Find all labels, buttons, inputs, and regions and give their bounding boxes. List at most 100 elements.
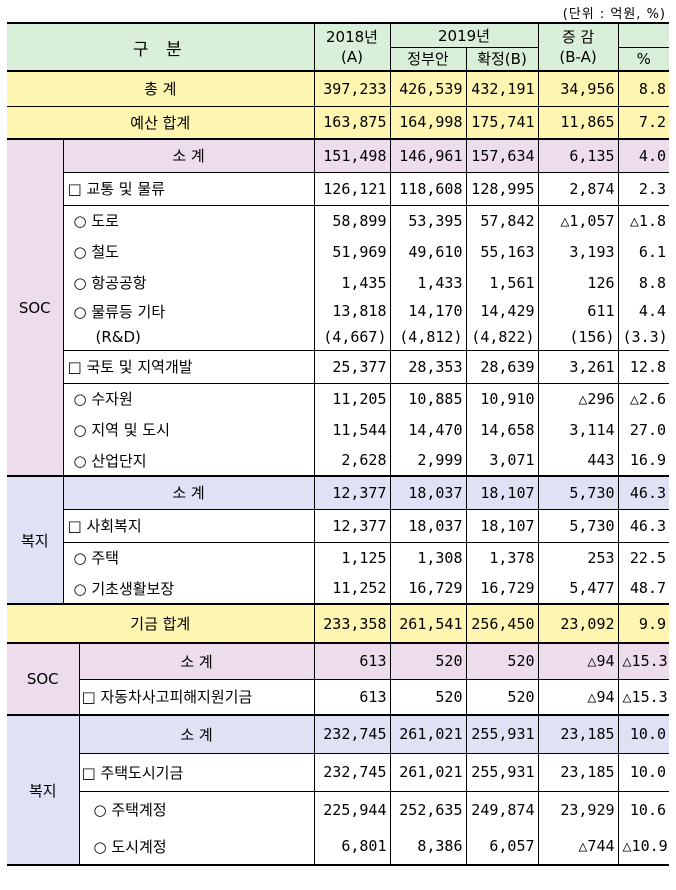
row-label: ○ 기초생활보장: [63, 573, 315, 604]
cell-gov: 520: [390, 678, 467, 715]
row-fund-total: 기금 합계 233,358 261,541 256,450 23,092 9.9: [7, 603, 670, 643]
cell-diff: 2,874: [538, 171, 619, 205]
cell-final: 1,378: [466, 541, 539, 573]
row-region: ○ 지역 및 도시 11,544 14,470 14,658 3,114 27.…: [7, 414, 669, 445]
cell-pct: 7.2: [618, 105, 670, 139]
cell-gov: 14,170: [390, 298, 467, 324]
cell-2018: 232,745: [314, 714, 391, 753]
row-label: ○ 주택: [63, 541, 315, 573]
row-label: 소 계: [63, 475, 315, 509]
cell-2018: 25,377: [314, 349, 391, 383]
cell-final: 10,910: [466, 382, 539, 414]
cell-2018: 11,252: [314, 573, 391, 604]
cell-2018: 58,899: [314, 204, 391, 236]
cell-pct: 4.4: [638, 302, 667, 320]
cell-diff: 6,135: [538, 138, 619, 172]
cell-gov: 28,353: [390, 349, 467, 383]
header-category: 구 분: [7, 22, 315, 71]
cell-gov: 118,608: [390, 171, 467, 205]
cell-pct: 16.9: [629, 451, 667, 469]
cell-diff: 253: [538, 541, 619, 573]
cell-final: 3,071: [466, 445, 539, 476]
row-fund-soc-subtotal: SOC 소 계 613 520 520 △94 △15.3: [7, 642, 670, 715]
cell-pct: 12.8: [618, 349, 670, 383]
header-row-2: 정부안 확정(B) %: [7, 46, 670, 71]
cell-final: 18,107: [466, 475, 539, 509]
row-label: ○ 항공공항: [63, 267, 315, 298]
cell-final: 175,741: [466, 105, 539, 139]
row-industry: ○ 산업단지 2,628 2,999 3,071 443 16.9: [7, 445, 669, 476]
row-traffic: □ 교통 및 물류 126,121 118,608 128,995 2,874 …: [7, 171, 670, 205]
row-label: (R&D): [63, 324, 315, 350]
cell-pct: △2.6: [618, 382, 670, 414]
cell-final: 432,191: [466, 70, 539, 106]
cell-pct: 9.9: [618, 603, 670, 643]
header-diff-label: 증 감: [561, 28, 595, 46]
row-soc-subtotal: SOC 소 계 151,498 146,961 157,634 6,135 4.…: [7, 138, 670, 476]
cell-gov: (4,812): [390, 324, 467, 350]
group-soc: SOC: [7, 138, 64, 476]
cell-diff: 23,185: [538, 714, 619, 753]
cell-pct: 27.0: [629, 420, 667, 439]
cell-2018: 12,377: [314, 475, 391, 509]
cell-final: 6,057: [466, 828, 539, 866]
cell-pct: △1.8: [618, 204, 670, 236]
cell-final: 520: [466, 642, 539, 679]
cell-pct: 10.0: [618, 714, 670, 753]
cell-pct: 10.0: [618, 752, 670, 791]
cell-diff: △94: [538, 678, 619, 715]
cell-gov: 2,999: [390, 445, 467, 476]
cell-pct: 46.3: [618, 508, 670, 542]
row-label: 기금 합계: [7, 603, 315, 643]
cell-final: 255,931: [466, 752, 539, 791]
row-airport: ○ 항공공항 1,435 1,433 1,561 126 8.8: [7, 267, 669, 298]
row-fund-welfare-subtotal: 복지 소 계 232,745 261,021 255,931 23,185 10…: [7, 714, 670, 866]
cell-2018: 13,818: [314, 298, 391, 324]
cell-gov: 1,433: [390, 267, 467, 298]
cell-final: 55,163: [466, 236, 539, 267]
cell-2018: 126,121: [314, 171, 391, 205]
cell-pct: 10.6: [618, 790, 670, 828]
cell-diff: 23,092: [538, 603, 619, 643]
row-label: ○ 물류등 기타: [63, 298, 315, 324]
unit-note: (단위 : 억원, %): [562, 7, 666, 22]
row-label: □ 주택도시기금: [79, 752, 315, 791]
cell-2018: 51,969: [314, 236, 391, 267]
cell-final: 128,995: [466, 171, 539, 205]
cell-2018: 12,377: [314, 508, 391, 542]
cell-final: (4,822): [466, 324, 539, 350]
cell-final: 57,842: [466, 204, 539, 236]
row-label: 소 계: [63, 138, 315, 172]
cell-pct: 46.3: [618, 475, 670, 509]
cell-gov: 18,037: [390, 475, 467, 509]
cell-2018: 163,875: [314, 105, 391, 139]
cell-2018: 232,745: [314, 752, 391, 791]
row-city-account: ○ 도시계정 6,801 8,386 6,057 △744 △10.9: [7, 828, 670, 866]
row-label: ○ 주택계정: [79, 790, 315, 828]
cell-diff: 3,261: [538, 349, 619, 383]
cell-diff: △296: [538, 382, 619, 414]
row-label: 총 계: [7, 70, 315, 106]
row-housing-city-fund: □ 주택도시기금 232,745 261,021 255,931 23,185 …: [7, 752, 670, 791]
cell-pct: 6.1: [638, 242, 667, 261]
header-2019: 2019년: [390, 22, 539, 47]
row-basic-living: ○ 기초생활보장 11,252 16,729 16,729 5,477 48.7: [7, 573, 669, 604]
row-label: □ 교통 및 물류: [63, 171, 315, 205]
cell-final: 1,561: [466, 267, 539, 298]
cell-gov: 16,729: [390, 573, 467, 604]
row-social-welfare: □ 사회복지 12,377 18,037 18,107 5,730 46.3: [7, 508, 670, 542]
cell-pct: 22.5: [618, 541, 670, 573]
cell-diff: 443: [538, 445, 619, 476]
cell-gov: 8,386: [390, 828, 467, 866]
cell-diff: 23,185: [538, 752, 619, 791]
cell-gov: 520: [390, 642, 467, 679]
row-label: ○ 산업단지: [63, 445, 315, 476]
row-label: 소 계: [79, 642, 315, 679]
cell-final: 157,634: [466, 138, 539, 172]
cell-pct: 4.0: [618, 138, 670, 172]
cell-gov: 261,021: [390, 714, 467, 753]
group-fund-welfare: 복지: [7, 714, 80, 866]
header-diff: 증 감 (B-A): [538, 22, 619, 71]
cell-gov: 261,021: [390, 752, 467, 791]
row-housing-account: ○ 주택계정 225,944 252,635 249,874 23,929 10…: [7, 790, 670, 828]
